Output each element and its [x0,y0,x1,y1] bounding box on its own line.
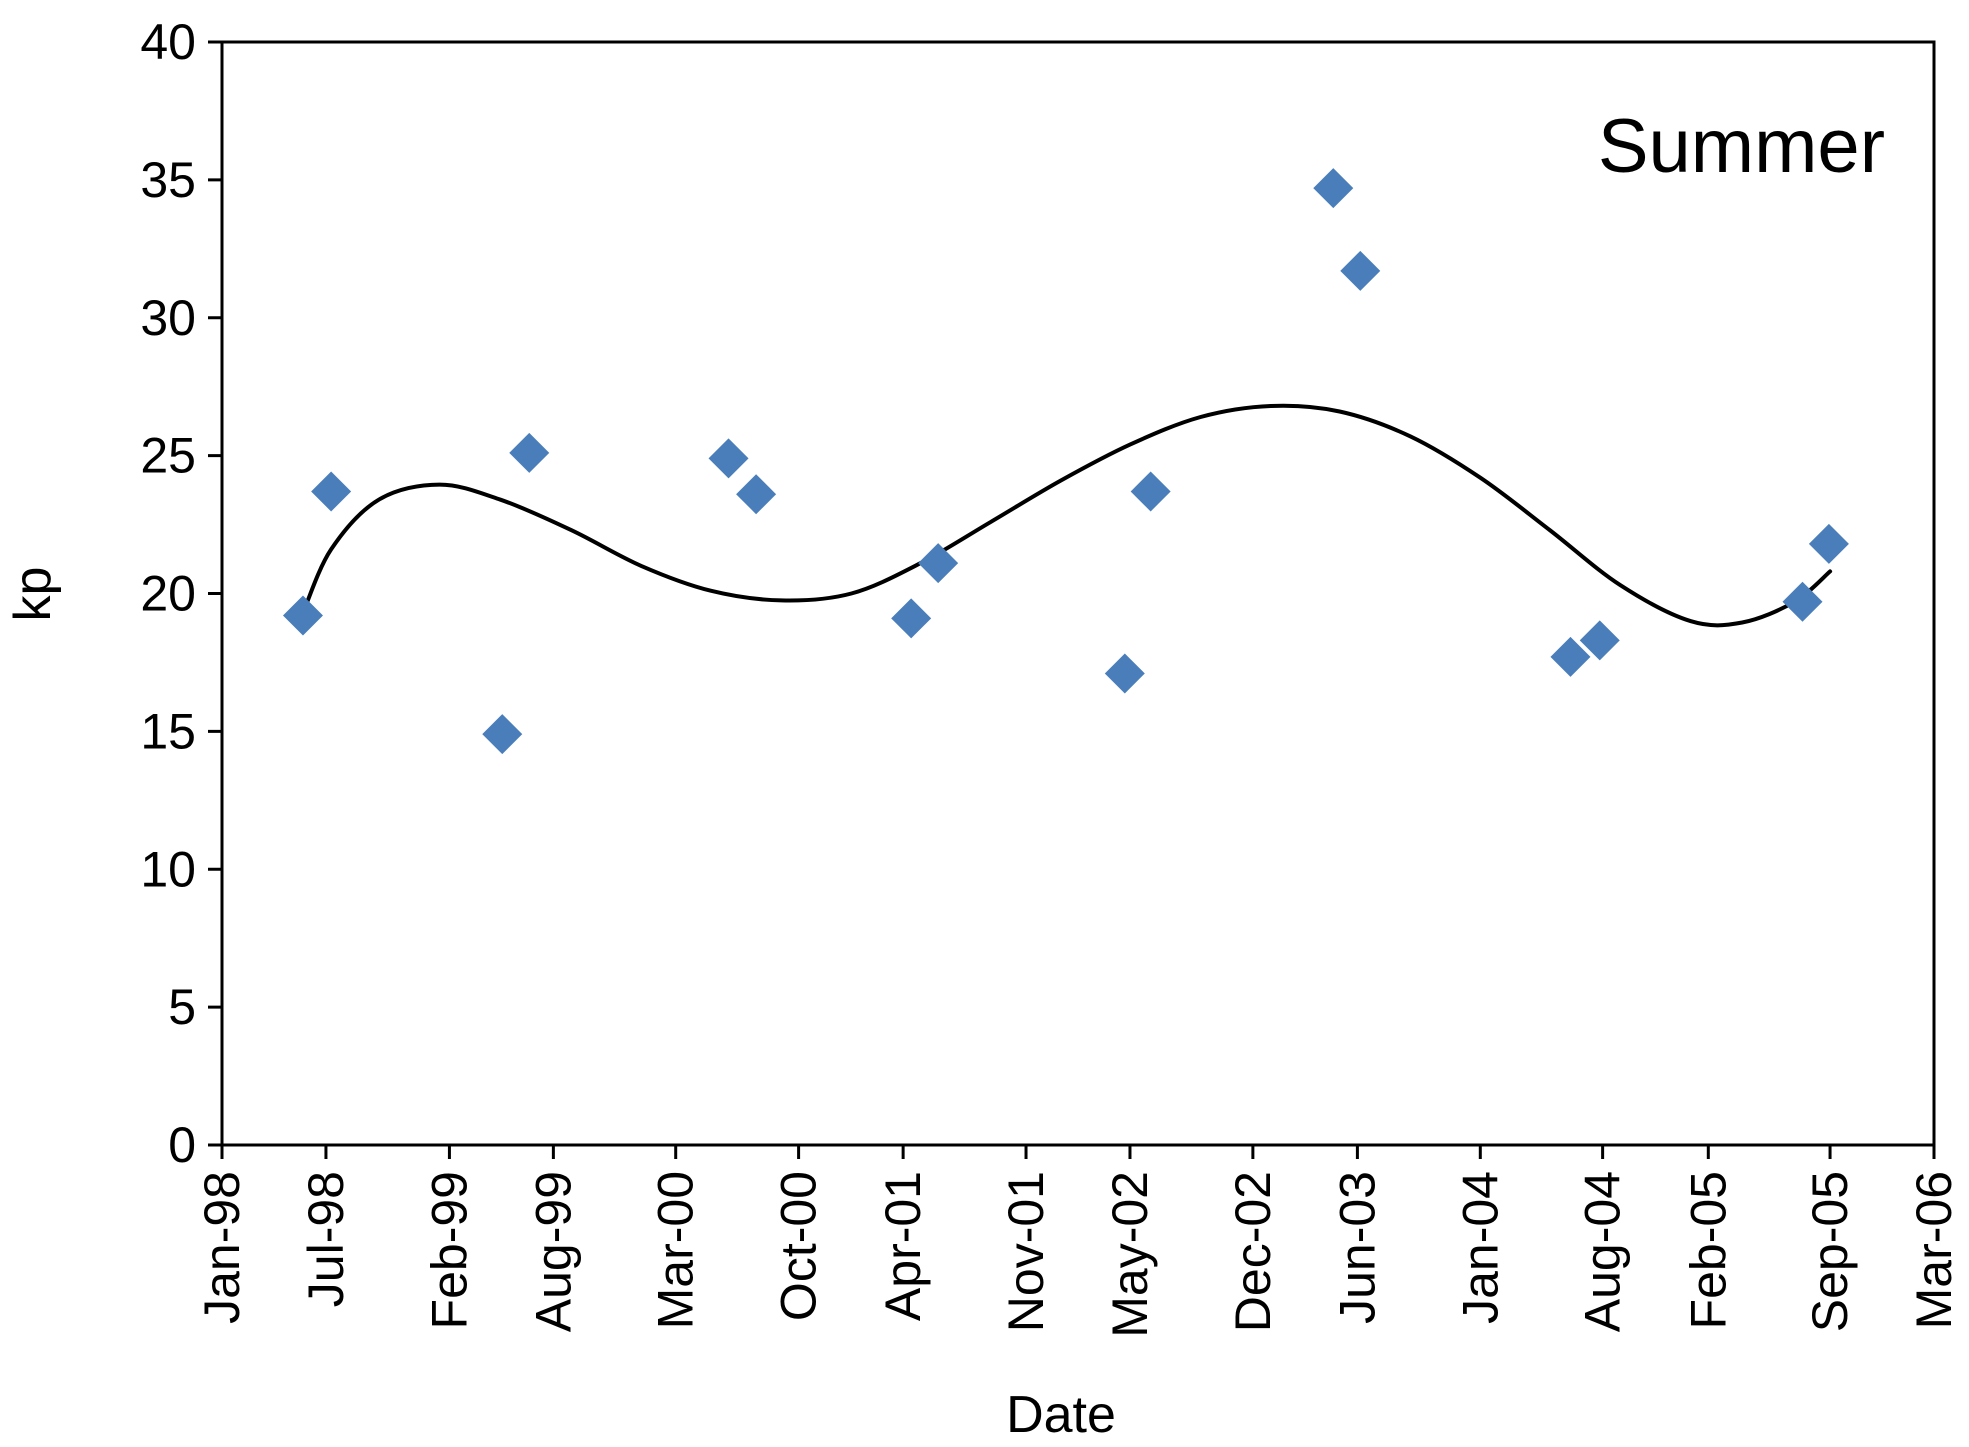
y-tick-label: 40 [140,14,196,70]
trendline [301,403,1833,628]
data-point [736,474,777,515]
y-tick-label: 20 [140,566,196,622]
y-tick-label: 30 [140,290,196,346]
x-tick-label: Apr-01 [875,1171,931,1321]
data-point [1550,636,1591,677]
y-tick-label: 25 [140,428,196,484]
x-tick-label: Mar-06 [1906,1171,1962,1329]
chart-annotation: Summer [1598,104,1885,189]
data-point [1579,620,1620,661]
x-tick-label: Jun-03 [1329,1171,1385,1324]
data-point [1104,653,1145,694]
y-tick-label: 15 [140,703,196,759]
data-point [1130,471,1171,512]
x-tick-label: Jul-98 [298,1171,354,1307]
y-axis-title: kp [4,567,62,622]
x-tick-label: Aug-04 [1575,1171,1631,1332]
data-point [311,471,352,512]
x-tick-label: Dec-02 [1225,1171,1281,1332]
x-tick-label: Jan-04 [1452,1171,1508,1324]
data-point [282,595,323,636]
axes: 0 5 10 15 20 25 30 35 40 Jan-98 Jul-98 Feb-99 Aug-99… [140,14,1962,1338]
x-tick-label: Oct-00 [771,1171,827,1321]
data-point [1313,168,1354,209]
x-tick-label: Nov-01 [998,1171,1054,1332]
x-tick-label: Mar-00 [648,1171,704,1329]
y-tick-label: 10 [140,841,196,897]
x-tick-label: Aug-99 [525,1171,581,1332]
data-point [708,438,749,479]
data-point [482,714,523,755]
x-tick-label: Feb-05 [1680,1171,1736,1329]
data-point [1808,523,1849,564]
x-axis-title: Date [1006,1386,1116,1444]
x-tick-label: Feb-99 [421,1171,477,1329]
y-tick-label: 35 [140,152,196,208]
data-point [918,543,959,584]
x-tick-label: Jan-98 [194,1171,250,1324]
data-point [1340,250,1381,291]
plot-area [282,168,1849,755]
data-point [509,432,550,473]
y-tick-label: 5 [168,979,196,1035]
y-tick-label: 0 [168,1117,196,1173]
x-tick-label: May-02 [1102,1171,1158,1338]
x-tick-label: Sep-05 [1802,1171,1858,1332]
data-point [1782,581,1823,622]
data-point [891,598,932,639]
